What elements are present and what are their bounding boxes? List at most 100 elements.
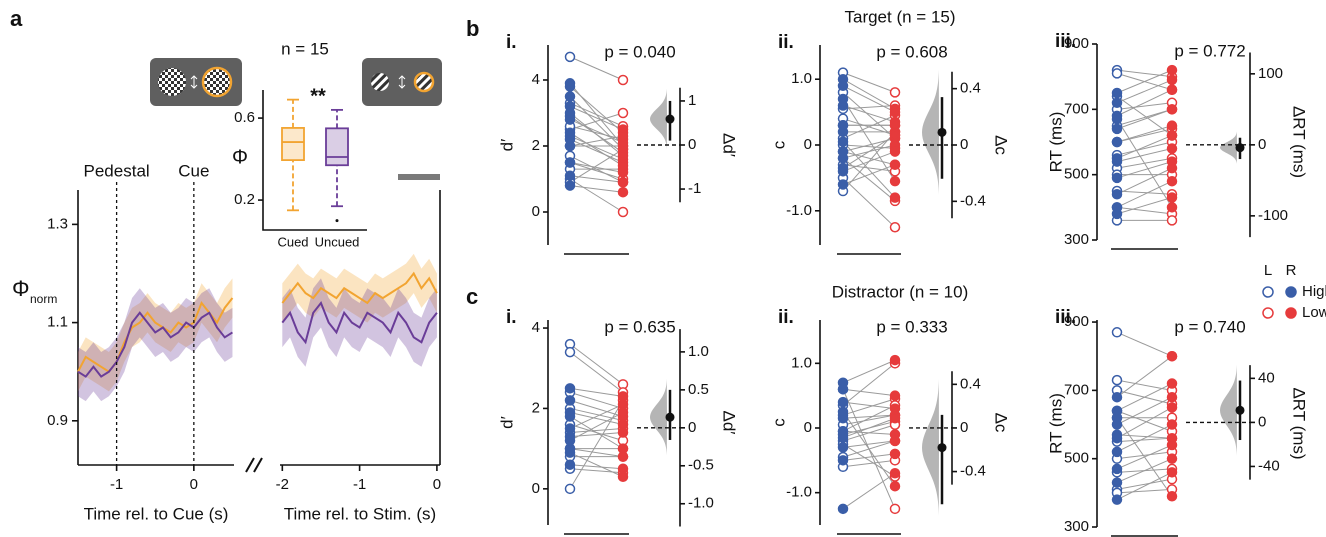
- y-tick-label: 500: [1064, 166, 1089, 183]
- pair-line: [569, 125, 624, 140]
- row-title: Target (n = 15): [844, 7, 955, 26]
- legend-marker: [1285, 286, 1297, 298]
- data-point: [1166, 453, 1178, 464]
- data-point: [1111, 391, 1123, 403]
- pair-line: [569, 387, 624, 397]
- pair-line: [1116, 383, 1173, 412]
- data-point: [617, 443, 629, 454]
- pair-line: [842, 398, 896, 416]
- panel-label: c: [466, 284, 478, 309]
- pair-line: [1116, 407, 1173, 439]
- panel-sublabel: ii.: [778, 307, 794, 328]
- pair-line: [569, 112, 624, 130]
- data-point: [837, 503, 849, 515]
- pair-line: [1116, 458, 1173, 484]
- pair-line: [1116, 331, 1173, 357]
- y2-axis-label: ΔRT (ms): [1290, 106, 1309, 178]
- data-point: [1166, 162, 1178, 174]
- y2-tick-label: 100: [1258, 65, 1283, 82]
- y-axis-label: RT (ms): [1046, 393, 1065, 454]
- effect-point: [937, 443, 947, 453]
- data-point: [1111, 97, 1123, 109]
- x-tick-label: 0: [190, 476, 198, 493]
- error-band: [282, 278, 437, 367]
- pair-line: [842, 359, 896, 384]
- y2-axis-label: Δd′: [720, 411, 739, 435]
- pair-line: [569, 343, 624, 385]
- data-point: [1166, 74, 1178, 86]
- y-tick-label: 300: [1064, 231, 1089, 248]
- y-tick-label: 0.6: [234, 109, 255, 126]
- y-tick-label: -1.0: [786, 202, 812, 219]
- pair-line: [1116, 437, 1173, 443]
- data-point: [617, 206, 629, 218]
- pair-line: [1116, 118, 1173, 208]
- pair-line: [1116, 148, 1173, 163]
- data-point: [1111, 463, 1123, 475]
- data-point: [837, 383, 849, 395]
- data-point: [1111, 429, 1123, 441]
- data-point: [564, 157, 576, 168]
- panel-label: a: [10, 6, 23, 31]
- p-value: p = 0.772: [1174, 41, 1245, 60]
- data-point: [889, 192, 901, 203]
- data-point: [837, 162, 849, 174]
- pair-line: [569, 400, 624, 490]
- pair-line: [569, 132, 624, 167]
- data-point: [837, 455, 849, 466]
- data-point: [564, 346, 576, 358]
- y2-axis-label: Δc: [992, 413, 1011, 433]
- data-point: [1111, 136, 1123, 148]
- pair-line: [569, 162, 624, 173]
- outlier: [335, 219, 339, 223]
- y-axis-label: RT (ms): [1046, 112, 1065, 173]
- y-tick-label: 0.2: [234, 191, 255, 208]
- data-point: [617, 407, 629, 418]
- bootstrap-distribution: [922, 379, 939, 517]
- y2-tick-label: 0: [1258, 136, 1266, 153]
- event-label: Pedestal: [84, 161, 150, 180]
- y-tick-label: 0: [804, 419, 812, 436]
- data-point: [889, 480, 901, 492]
- y2-tick-label: -1: [688, 180, 701, 197]
- pair-line: [569, 468, 624, 474]
- data-point: [617, 107, 629, 119]
- pair-line: [569, 119, 624, 144]
- y2-axis-label: ΔRT (ms): [1290, 387, 1309, 459]
- bootstrap-distribution: [650, 378, 667, 456]
- pair-line: [842, 443, 896, 477]
- pair-line: [842, 440, 896, 448]
- data-point: [889, 435, 901, 447]
- pair-line: [842, 459, 896, 468]
- effect-point: [937, 127, 947, 137]
- pair-line: [569, 178, 624, 213]
- data-point: [1166, 432, 1178, 444]
- x-tick-label: Uncued: [315, 234, 360, 249]
- event-label: Cue: [178, 161, 209, 180]
- pair-line: [842, 72, 896, 93]
- data-point: [889, 390, 901, 401]
- pair-line: [842, 151, 896, 166]
- data-point: [564, 81, 576, 92]
- pair-line: [1116, 95, 1173, 136]
- y2-tick-label: 1: [688, 92, 696, 109]
- pair-line: [842, 362, 896, 406]
- pair-line: [842, 411, 896, 487]
- data-point: [564, 140, 576, 152]
- panel-sublabel: ii.: [778, 32, 794, 53]
- data-point: [617, 471, 629, 483]
- bootstrap-distribution: [922, 69, 939, 195]
- pair-line: [1116, 69, 1173, 78]
- y-tick-label: 4: [532, 71, 540, 88]
- pair-line: [1116, 396, 1173, 425]
- data-point: [1111, 172, 1123, 184]
- pair-line: [842, 414, 896, 419]
- bootstrap-distribution: [1220, 131, 1237, 164]
- y2-tick-label: -40: [1258, 457, 1280, 474]
- bootstrap-distribution: [650, 88, 667, 150]
- data-point: [837, 152, 849, 164]
- pair-line: [569, 175, 624, 183]
- legend-marker: [1262, 286, 1274, 298]
- icons: [150, 58, 442, 180]
